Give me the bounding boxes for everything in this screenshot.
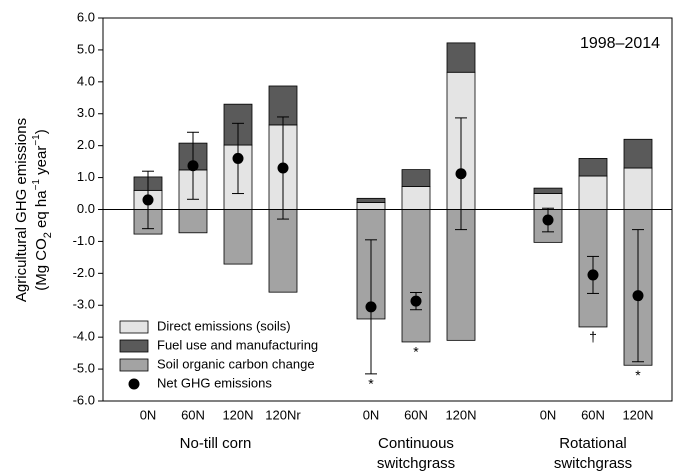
bar-segment xyxy=(578,175,608,210)
y-tick-label: -2.0 xyxy=(73,265,95,280)
group-label: No-till corn xyxy=(180,435,252,452)
net-point xyxy=(542,214,554,226)
net-point xyxy=(632,290,644,302)
bar-segment xyxy=(401,169,431,187)
net-point xyxy=(142,194,154,206)
x-tick-label: 0N xyxy=(540,407,557,422)
bar-segment xyxy=(446,42,476,73)
legend-label: Fuel use and manufacturing xyxy=(157,337,318,352)
y-tick-label: -3.0 xyxy=(73,297,95,312)
legend-swatch xyxy=(119,339,149,353)
bar-segment xyxy=(268,209,298,293)
y-units-part: year xyxy=(33,146,50,179)
y-tick-label: 1.0 xyxy=(77,169,95,184)
bar-segment xyxy=(223,209,253,265)
period-annotation: 1998–2014 xyxy=(580,35,660,52)
legend-marker xyxy=(128,378,140,390)
y-tick-label: -6.0 xyxy=(73,392,95,407)
net-point xyxy=(232,152,244,164)
bar-segment xyxy=(401,209,431,343)
group-label: Rotational xyxy=(559,435,627,452)
x-tick-label: 120Nr xyxy=(265,407,301,422)
significance-marker: * xyxy=(635,367,641,383)
y-tick-label: -5.0 xyxy=(73,361,95,376)
y-units-part: −1 xyxy=(31,179,42,191)
x-tick-label: 0N xyxy=(140,407,157,422)
legend-label: Direct emissions (soils) xyxy=(157,318,291,333)
x-tick-label: 120N xyxy=(445,407,476,422)
y-tick-label: 5.0 xyxy=(77,41,95,56)
group-label: switchgrass xyxy=(554,455,632,471)
group-label: switchgrass xyxy=(377,455,455,471)
net-point xyxy=(410,295,422,307)
y-tick-label: 6.0 xyxy=(77,9,95,24)
net-point xyxy=(587,269,599,281)
bar-segment xyxy=(623,167,653,210)
y-tick-label: 3.0 xyxy=(77,105,95,120)
y-axis-title: Agricultural GHG emissions xyxy=(13,118,30,302)
significance-marker: * xyxy=(368,376,374,392)
y-tick-label: 2.0 xyxy=(77,137,95,152)
net-point xyxy=(455,168,467,180)
legend-label: Soil organic carbon change xyxy=(157,356,315,371)
y-tick-label: 0.0 xyxy=(77,201,95,216)
x-tick-label: 0N xyxy=(363,407,380,422)
y-tick-label: -4.0 xyxy=(73,329,95,344)
bar-segment xyxy=(356,197,386,203)
bar-segment xyxy=(623,138,653,169)
y-tick-label: -1.0 xyxy=(73,233,95,248)
net-point xyxy=(277,162,289,174)
bar-segment xyxy=(356,202,386,210)
significance-marker: † xyxy=(589,329,597,345)
net-point xyxy=(187,160,199,172)
bar-segment xyxy=(533,193,563,210)
bar-segment xyxy=(446,209,476,341)
x-tick-label: 60N xyxy=(581,407,605,422)
x-tick-label: 60N xyxy=(404,407,428,422)
group-label: Continuous xyxy=(378,435,454,452)
y-units-part: 2 xyxy=(42,232,54,238)
bar-segment xyxy=(178,209,208,234)
bar-segment xyxy=(578,158,608,177)
net-point xyxy=(365,301,377,313)
y-tick-label: 4.0 xyxy=(77,73,95,88)
legend-swatch xyxy=(119,358,149,372)
bar-segment xyxy=(533,187,563,194)
x-tick-label: 120N xyxy=(222,407,253,422)
significance-marker: * xyxy=(413,344,419,360)
x-tick-label: 120N xyxy=(622,407,653,422)
y-units-part: (Mg CO xyxy=(33,238,50,291)
y-units-part: ) xyxy=(33,129,50,134)
legend-label: Net GHG emissions xyxy=(157,375,272,390)
y-units-part: −1 xyxy=(31,134,42,146)
x-tick-label: 60N xyxy=(181,407,205,422)
bar-segment xyxy=(401,186,431,210)
legend-swatch xyxy=(119,320,149,334)
y-axis-units: (Mg CO2 eq ha−1 year−1) xyxy=(31,129,54,291)
y-units-part: eq ha xyxy=(33,190,50,232)
